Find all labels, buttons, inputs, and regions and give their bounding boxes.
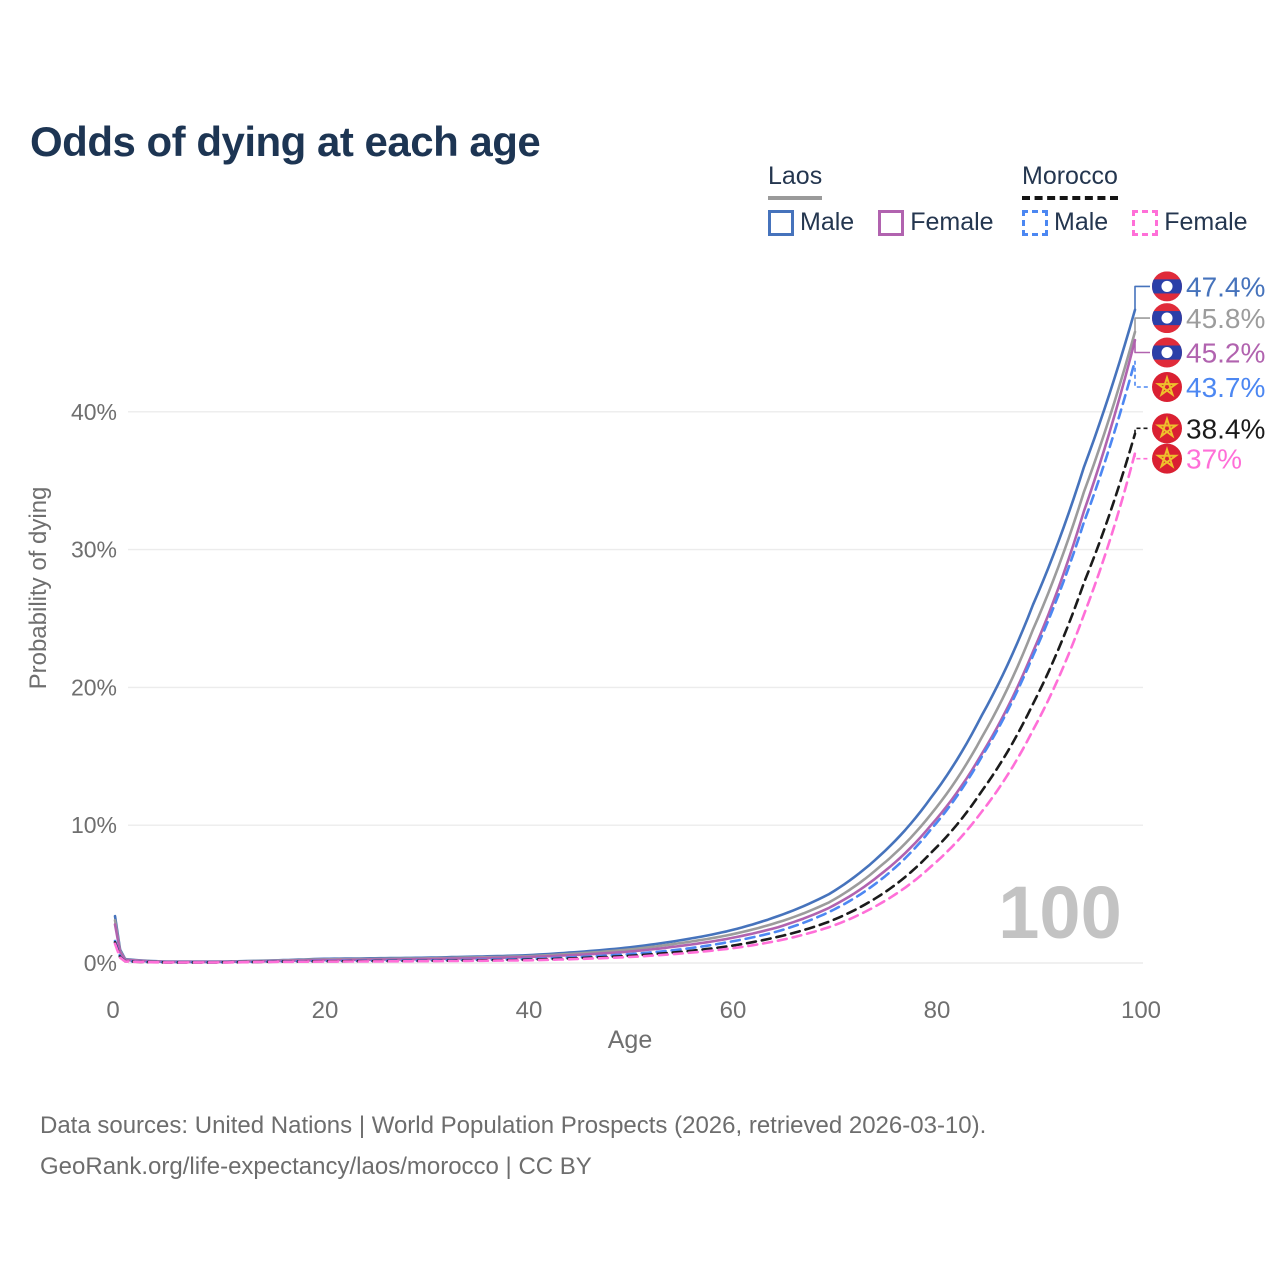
laos-flag-icon [1152, 271, 1182, 302]
end-label-morocco-both: 38.4% [1186, 413, 1265, 444]
y-tick-20%: 20% [71, 674, 117, 700]
legend-group-laos: Laos Male Female [768, 162, 994, 237]
laos-flag-icon [1152, 337, 1182, 368]
morocco-flag-icon [1152, 371, 1182, 402]
end-label-laos-both: 45.8% [1186, 303, 1265, 334]
y-tick-10%: 10% [71, 812, 117, 838]
connector-morocco-male [1134, 360, 1150, 388]
legend-item-laos-female[interactable]: Female [878, 208, 994, 237]
line-morocco-male[interactable] [113, 359, 1137, 964]
connector-laos-female [1134, 340, 1150, 354]
x-tick-60: 60 [720, 997, 747, 1024]
laos-male-swatch-icon [768, 209, 794, 236]
y-tick-0%: 0% [84, 950, 117, 976]
line-morocco-female[interactable] [113, 451, 1137, 964]
morocco-male-swatch-icon [1022, 209, 1048, 236]
footer: Data sources: United Nations | World Pop… [40, 1106, 986, 1188]
legend-item-morocco-male[interactable]: Male [1022, 208, 1108, 237]
morocco-flag-icon [1152, 413, 1182, 444]
line-laos-female[interactable] [113, 338, 1137, 964]
y-axis-label: Probability of dying [25, 487, 52, 690]
end-label-morocco-male: 43.7% [1186, 372, 1265, 403]
line-laos-both[interactable] [113, 330, 1137, 964]
morocco-female-swatch-icon [1132, 209, 1159, 236]
end-label-laos-male: 47.4% [1186, 271, 1265, 302]
legend-label-laos-female: Female [910, 208, 994, 236]
x-tick-80: 80 [924, 997, 951, 1024]
end-label-laos-female: 45.2% [1186, 338, 1265, 369]
chart-title: Odds of dying at each age [30, 118, 541, 166]
connector-laos-male [1134, 285, 1150, 310]
laos-flag-icon [1152, 303, 1182, 334]
legend-country-morocco: Morocco [1022, 162, 1118, 200]
connector-laos-both [1134, 317, 1150, 332]
connector-morocco-both [1134, 427, 1150, 434]
line-laos-male[interactable] [113, 308, 1137, 963]
attribution-link-text[interactable]: GeoRank.org/life-expectancy/laos/morocco… [40, 1152, 592, 1180]
legend-item-laos-male[interactable]: Male [768, 208, 854, 237]
morocco-flag-icon [1152, 443, 1182, 474]
age-counter-watermark: 100 [998, 871, 1121, 954]
data-sources-text: Data sources: United Nations | World Pop… [40, 1112, 987, 1139]
x-tick-100: 100 [1121, 997, 1161, 1024]
laos-female-swatch-icon [878, 209, 905, 236]
x-axis-label: Age [608, 1026, 652, 1054]
x-tick-20: 20 [312, 997, 339, 1024]
legend-item-morocco-female[interactable]: Female [1132, 208, 1248, 237]
x-tick-40: 40 [516, 997, 543, 1024]
end-label-morocco-female: 37% [1186, 444, 1242, 475]
connector-morocco-female [1134, 453, 1150, 460]
legend-label-laos-male: Male [800, 208, 855, 236]
y-tick-40%: 40% [71, 399, 117, 425]
line-morocco-both[interactable] [113, 432, 1137, 964]
legend-label-morocco-male: Male [1054, 208, 1109, 236]
legend-country-laos: Laos [768, 162, 823, 200]
legend-label-morocco-female: Female [1164, 208, 1248, 236]
x-tick-0: 0 [106, 997, 119, 1024]
y-tick-30%: 30% [71, 537, 117, 563]
legend-group-morocco: Morocco Male Female [1022, 162, 1248, 237]
